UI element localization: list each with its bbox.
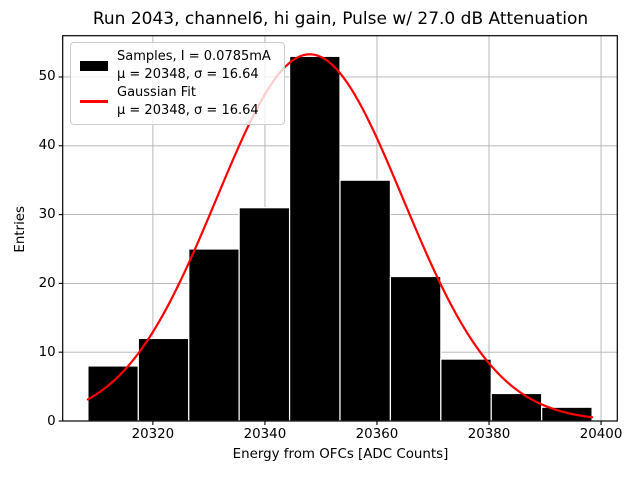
y-tick-label: 40 — [38, 138, 56, 154]
legend-swatch-gaussian — [80, 100, 108, 103]
legend-gaussian-line2: μ = 20348, σ = 16.64 — [117, 102, 259, 118]
x-tick-label: 20340 — [243, 427, 287, 442]
y-tick-label: 50 — [38, 69, 56, 85]
histogram-bar — [440, 358, 492, 422]
histogram-bar — [188, 248, 240, 422]
legend-samples-line2: μ = 20348, σ = 16.64 — [117, 66, 259, 82]
black-patch-icon — [80, 60, 108, 71]
axes-frame — [62, 35, 618, 422]
histogram-bar — [490, 392, 543, 422]
x-axis-label: Energy from OFCs [ADC Counts] — [232, 447, 449, 462]
tick-marks — [58, 76, 602, 425]
histogram-bar — [87, 365, 139, 422]
histogram-bar — [389, 275, 442, 422]
legend-samples-line1: Samples, I = 0.0785mA — [117, 49, 271, 64]
gaussian-fit-curve — [86, 53, 594, 419]
x-tick-label: 20400 — [579, 427, 623, 442]
histogram-bar — [137, 337, 190, 422]
y-tick-label: 30 — [38, 207, 56, 223]
legend: Samples, I = 0.0785mA μ = 20348, σ = 16.… — [70, 42, 285, 125]
y-tick-label: 20 — [38, 275, 56, 291]
legend-label-samples: Samples, I = 0.0785mA μ = 20348, σ = 16.… — [117, 48, 271, 83]
legend-entry-gaussian-fit: Gaussian Fit μ = 20348, σ = 16.64 — [80, 84, 276, 119]
histogram-bar — [541, 406, 593, 422]
legend-swatch-samples — [80, 60, 108, 71]
y-tick-label: 10 — [38, 344, 56, 360]
red-line-icon — [80, 100, 108, 103]
x-tick-label: 20320 — [131, 427, 175, 442]
histogram-bar — [238, 207, 291, 422]
chart-title: Run 2043, channel6, hi gain, Pulse w/ 27… — [92, 9, 589, 29]
histogram-bar — [288, 55, 341, 422]
x-tick-label: 20360 — [355, 427, 399, 442]
legend-gaussian-line1: Gaussian Fit — [117, 85, 197, 100]
bars-layer — [87, 55, 593, 422]
histogram-bar — [339, 179, 392, 422]
legend-label-gaussian: Gaussian Fit μ = 20348, σ = 16.64 — [117, 84, 259, 119]
legend-entry-samples: Samples, I = 0.0785mA μ = 20348, σ = 16.… — [80, 48, 276, 83]
y-tick-label: 0 — [47, 413, 56, 429]
x-tick-label: 20380 — [467, 427, 511, 442]
